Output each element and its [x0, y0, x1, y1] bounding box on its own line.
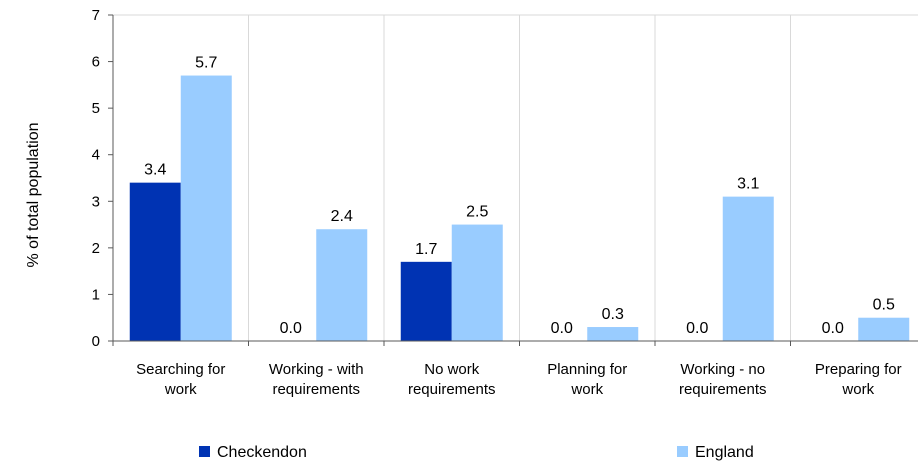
legend-swatch-england [677, 446, 688, 457]
legend: Checkendon England [199, 444, 754, 461]
y-tick-label: 1 [92, 286, 100, 303]
data-labels: 3.4 0.0 1.7 0.0 0.0 0.0 5.7 2.4 2.5 0.3 3.1 0.5 [144, 55, 895, 337]
x-tick-label: Working - no requirements [679, 361, 767, 398]
bar-england [722, 196, 774, 341]
x-tick-label: Preparing for work [815, 361, 902, 398]
data-label: 2.4 [331, 208, 353, 225]
data-label: 3.1 [737, 176, 759, 193]
bar-checkendon [400, 261, 452, 341]
data-label: 0.5 [873, 297, 895, 314]
data-label: 0.3 [602, 306, 624, 323]
y-tick-label: 6 [92, 54, 100, 71]
grid-lines [113, 14, 918, 341]
x-tick-label: Working - with requirements [269, 361, 364, 398]
data-label: 3.4 [144, 162, 166, 179]
x-tick-label: No work requirements [408, 361, 496, 398]
y-axis-title: % of total population [25, 123, 42, 268]
legend-swatch-checkendon [199, 446, 210, 457]
legend-label: England [695, 444, 754, 461]
y-tick-label: 2 [92, 240, 100, 257]
data-label: 0.0 [280, 320, 302, 337]
data-label: 0.0 [686, 320, 708, 337]
bar-checkendon [129, 182, 181, 341]
bar-england [316, 229, 368, 341]
data-label: 1.7 [415, 241, 437, 258]
data-label: 0.0 [822, 320, 844, 337]
y-tick-label: 3 [92, 193, 100, 210]
y-tick-label: 5 [92, 100, 100, 117]
bar-england [587, 327, 639, 341]
y-tick-label: 0 [92, 333, 100, 350]
x-tick-label: Planning for work [547, 361, 627, 398]
bars [129, 75, 910, 342]
y-tick-label: 7 [92, 7, 100, 24]
bar-england [180, 75, 232, 342]
legend-label: Checkendon [217, 444, 307, 461]
bar-england [858, 317, 910, 341]
data-label: 0.0 [551, 320, 573, 337]
x-tick-label: Searching for work [136, 361, 225, 398]
bar-england [451, 224, 503, 341]
data-label: 5.7 [195, 55, 217, 72]
y-tick-label: 4 [92, 147, 100, 164]
data-label: 2.5 [466, 204, 488, 221]
axes: 0 1 2 3 4 5 6 7 Searching for work Working - with r… [92, 7, 918, 398]
